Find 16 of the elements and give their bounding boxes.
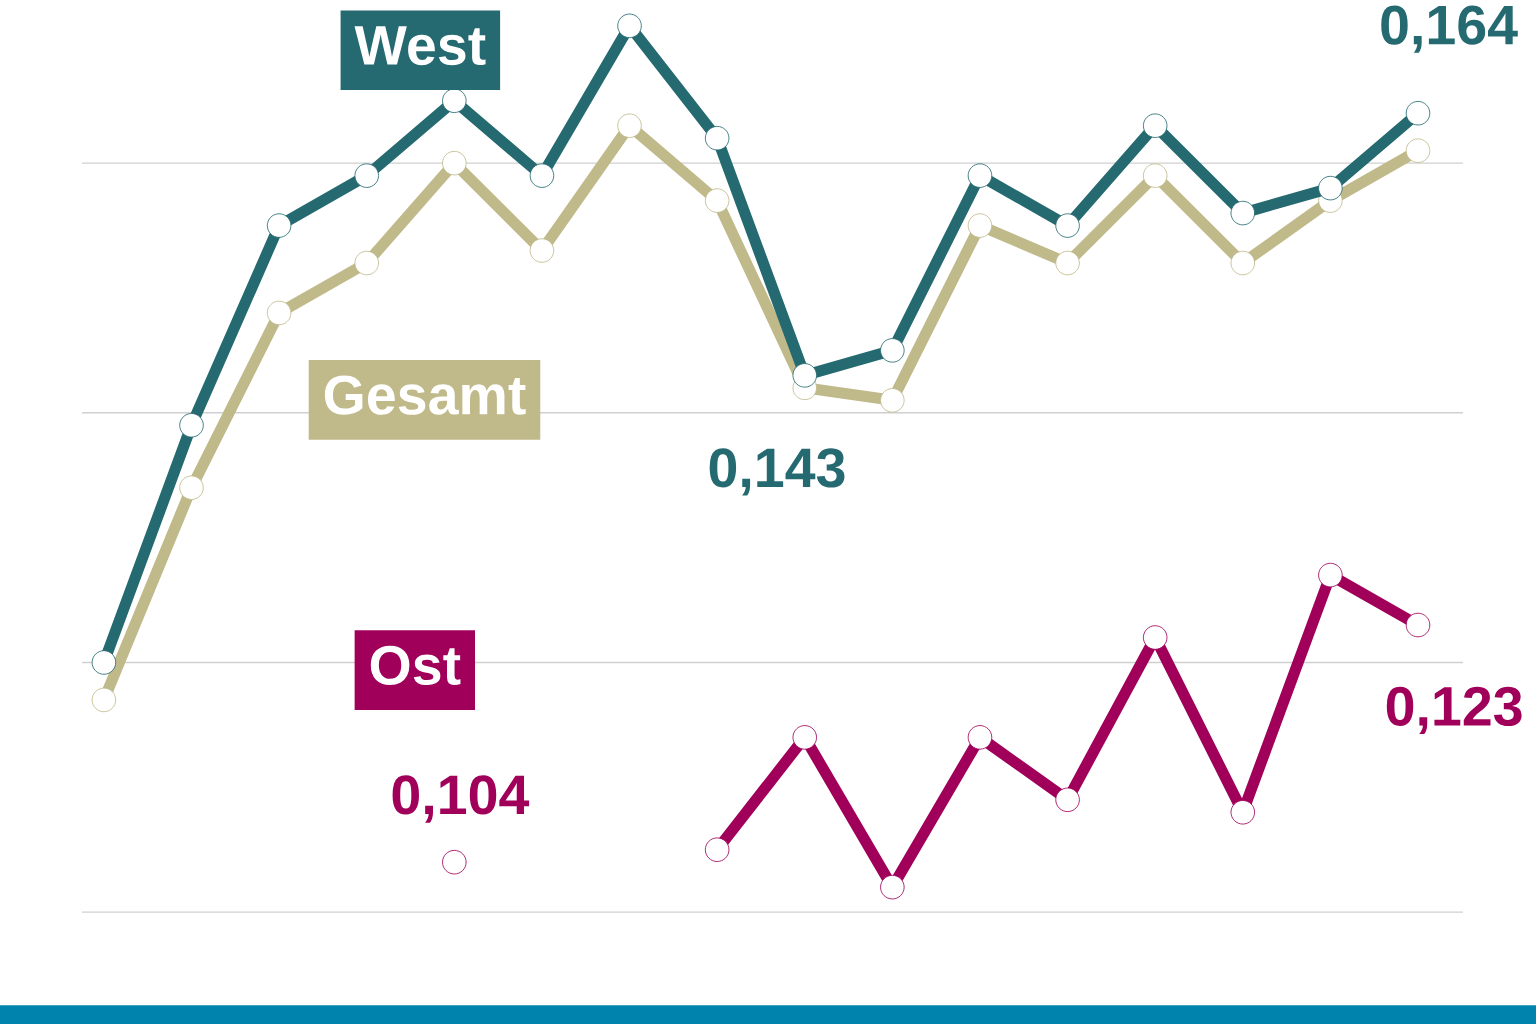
point [1318,562,1343,588]
point [1230,250,1256,276]
data-label: 0,164 [1381,5,1518,53]
point [1055,787,1080,813]
point [1318,175,1343,201]
data-label: 0,143 [709,448,845,496]
point [967,163,993,188]
series-label: West [354,26,486,66]
point [792,363,817,388]
point [266,213,292,238]
data-label: 0,104 [392,775,530,823]
series-label: Gesamt [324,375,526,415]
point [704,837,730,862]
point [617,113,642,138]
text: Ost [370,645,461,686]
data-label: 0,123 [1386,686,1522,735]
